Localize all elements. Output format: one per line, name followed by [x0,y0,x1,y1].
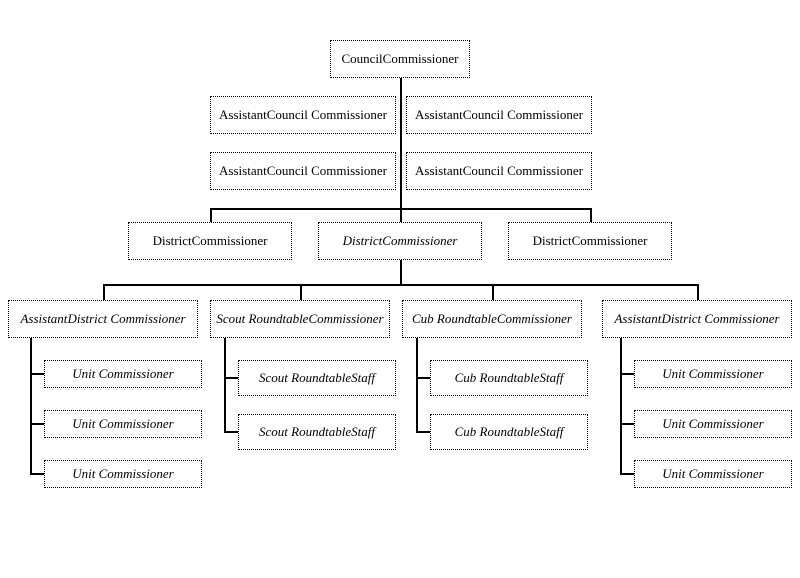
connector-line [103,284,105,300]
connector-line [620,473,634,475]
node-assistant-district-commissioner: AssistantDistrict Commissioner [602,300,792,338]
node-label-line: Cub Roundtable [455,371,540,386]
connector-line [103,284,699,286]
node-cub-roundtable-staff: Cub RoundtableStaff [430,360,588,396]
node-label-line: Commissioner [572,234,648,249]
node-district-commissioner: DistrictCommissioner [508,222,672,260]
node-unit-commissioner: Unit Commissioner [44,360,202,388]
node-label-line: Unit Commissioner [72,367,173,382]
connector-line [30,338,32,474]
connector-line [30,473,44,475]
node-label-line: District Commissioner [661,312,779,327]
node-cub-roundtable-commissioner: Cub RoundtableCommissioner [402,300,582,338]
org-chart: CouncilCommissioner AssistantCouncil Com… [0,0,800,578]
connector-line [697,284,699,300]
node-unit-commissioner: Unit Commissioner [634,410,792,438]
node-label-line: Commissioner [382,234,457,249]
connector-line [300,284,302,300]
node-label-line: District [343,234,383,249]
node-label-line: Assistant [219,108,267,123]
connector-line [400,260,402,284]
node-label-line: Unit Commissioner [662,367,763,382]
connector-line [224,338,226,432]
node-label-line: Council Commissioner [463,108,583,123]
node-label-line: Assistant [415,164,463,179]
node-label-line: Commissioner [383,52,459,67]
node-scout-roundtable-staff: Scout RoundtableStaff [238,414,396,450]
node-label-line: Staff [540,425,564,440]
node-district-commissioner: DistrictCommissioner [128,222,292,260]
node-label-line: Council Commissioner [463,164,583,179]
node-label-line: Staff [351,371,375,386]
node-label-line: Commissioner [192,234,268,249]
connector-line [590,208,592,222]
node-scout-roundtable-staff: Scout RoundtableStaff [238,360,396,396]
node-label-line: Assistant [219,164,267,179]
node-label-line: District Commissioner [67,312,185,327]
connector-line [210,208,212,222]
node-label-line: Cub Roundtable [455,425,540,440]
node-label-line: Commissioner [308,312,383,327]
connector-line [30,423,44,425]
connector-line [400,208,402,222]
connector-line [416,338,418,432]
node-assistant-district-commissioner: AssistantDistrict Commissioner [8,300,198,338]
node-cub-roundtable-staff: Cub RoundtableStaff [430,414,588,450]
node-label-line: Unit Commissioner [662,417,763,432]
node-label-line: Cub Roundtable [412,312,497,327]
node-unit-commissioner: Unit Commissioner [634,360,792,388]
node-label-line: Scout Roundtable [216,312,308,327]
node-label-line: Assistant [614,312,661,327]
connector-line [620,423,634,425]
node-assistant-council-commissioner: AssistantCouncil Commissioner [406,96,592,134]
node-assistant-council-commissioner: AssistantCouncil Commissioner [210,152,396,190]
connector-line [224,377,238,379]
connector-line [620,373,634,375]
node-label-line: Council [341,52,382,67]
node-label-line: Staff [540,371,564,386]
node-council-commissioner: CouncilCommissioner [330,40,470,78]
node-assistant-council-commissioner: AssistantCouncil Commissioner [406,152,592,190]
node-unit-commissioner: Unit Commissioner [634,460,792,488]
node-label-line: District [153,234,192,249]
node-scout-roundtable-commissioner: Scout RoundtableCommissioner [210,300,390,338]
node-label-line: Scout Roundtable [259,425,351,440]
node-label-line: District [533,234,572,249]
node-unit-commissioner: Unit Commissioner [44,410,202,438]
connector-line [620,338,622,474]
connector-line [224,431,238,433]
node-label-line: Council Commissioner [267,164,387,179]
node-label-line: Assistant [20,312,67,327]
node-label-line: Unit Commissioner [72,417,173,432]
node-label-line: Commissioner [497,312,572,327]
node-label-line: Unit Commissioner [662,467,763,482]
connector-line [416,431,430,433]
connector-line [30,373,44,375]
node-district-commissioner: DistrictCommissioner [318,222,482,260]
node-label-line: Assistant [415,108,463,123]
node-label-line: Scout Roundtable [259,371,351,386]
node-label-line: Unit Commissioner [72,467,173,482]
node-label-line: Council Commissioner [267,108,387,123]
connector-line [416,377,430,379]
node-unit-commissioner: Unit Commissioner [44,460,202,488]
node-assistant-council-commissioner: AssistantCouncil Commissioner [210,96,396,134]
connector-line [492,284,494,300]
connector-line [400,78,402,208]
node-label-line: Staff [351,425,375,440]
